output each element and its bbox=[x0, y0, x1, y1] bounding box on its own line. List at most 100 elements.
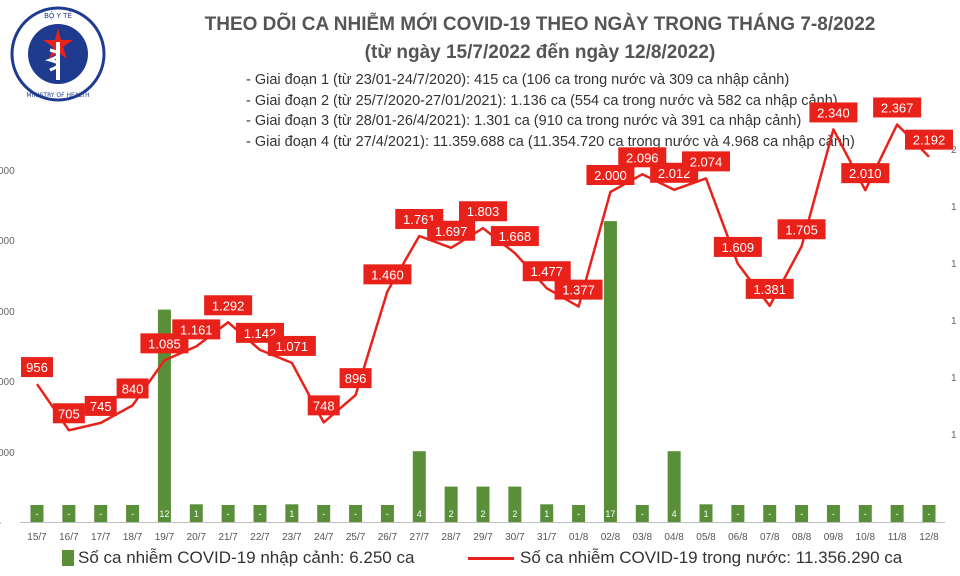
x-tick-label: 03/8 bbox=[633, 532, 653, 543]
import-bar bbox=[157, 309, 171, 522]
import-bar-label: 1 bbox=[544, 509, 549, 519]
domestic-data-label: 1.705 bbox=[785, 222, 818, 237]
import-bar-label: - bbox=[99, 509, 102, 519]
domestic-data-label: 1.668 bbox=[499, 229, 532, 244]
domestic-label-box bbox=[618, 147, 667, 168]
x-tick-label: 15/7 bbox=[27, 532, 47, 543]
domestic-label-box bbox=[116, 378, 149, 399]
x-tick-label: 29/7 bbox=[473, 532, 493, 543]
domestic-label-box bbox=[21, 357, 53, 378]
domestic-label-box bbox=[841, 163, 890, 184]
import-bar bbox=[890, 505, 904, 522]
import-bar-label: - bbox=[864, 509, 867, 519]
import-bar bbox=[30, 505, 44, 522]
x-tick-label: 18/7 bbox=[123, 532, 143, 543]
domestic-data-label: 1.071 bbox=[276, 339, 309, 354]
import-bar-label: 2 bbox=[480, 509, 485, 519]
domestic-data-label: 2.192 bbox=[913, 133, 946, 148]
import-bar bbox=[603, 221, 617, 522]
domestic-label-box bbox=[554, 279, 603, 300]
chart-subtitle: (từ ngày 15/7/2022 đến ngày 12/8/2022) bbox=[364, 42, 716, 63]
x-tick-label: 27/7 bbox=[410, 532, 430, 543]
import-bar bbox=[731, 505, 745, 522]
import-bar-label: 4 bbox=[417, 509, 422, 519]
x-tick-label: 07/8 bbox=[760, 532, 780, 543]
domestic-data-label: 1.609 bbox=[722, 240, 755, 255]
phase-note: - Giai đoạn 4 (từ 27/4/2021): 11.359.688… bbox=[246, 133, 855, 150]
domestic-label-box bbox=[682, 151, 730, 172]
import-bar-label: - bbox=[768, 509, 771, 519]
x-tick-label: 02/8 bbox=[601, 532, 621, 543]
legend-line-swatch bbox=[468, 556, 514, 560]
import-bar bbox=[253, 505, 267, 522]
import-bar bbox=[826, 505, 840, 522]
right-axis-tick-label: 1 bbox=[951, 202, 957, 213]
x-tick-label: 19/7 bbox=[155, 532, 175, 543]
right-axis-tick-label: 1 bbox=[951, 316, 957, 327]
domestic-data-label: 2.096 bbox=[626, 150, 659, 165]
x-tick-label: 06/8 bbox=[728, 532, 748, 543]
right-axis-tick-label: 2 bbox=[951, 145, 957, 156]
domestic-label-box bbox=[522, 261, 571, 282]
x-tick-label: 28/7 bbox=[441, 532, 461, 543]
import-bar-label: 2 bbox=[449, 509, 454, 519]
x-tick-label: 04/8 bbox=[664, 532, 684, 543]
import-bar bbox=[412, 451, 426, 522]
x-tick-label: 09/8 bbox=[824, 532, 844, 543]
domestic-label-box bbox=[339, 368, 372, 389]
domestic-label-box bbox=[204, 295, 253, 316]
x-tick-label: 22/7 bbox=[250, 532, 270, 543]
legend-bar-label: Số ca nhiễm COVID-19 nhập cảnh: 6.250 ca bbox=[78, 548, 415, 567]
domestic-label-box bbox=[777, 219, 826, 240]
left-axis-tick-label: 000 bbox=[0, 166, 15, 177]
left-axis-tick-label: - bbox=[0, 518, 1, 529]
import-bar bbox=[635, 505, 649, 522]
domestic-data-label: 840 bbox=[122, 381, 144, 396]
domestic-data-label: 2.010 bbox=[849, 166, 882, 181]
import-bar-label: - bbox=[259, 509, 262, 519]
import-bar bbox=[572, 505, 586, 522]
import-bar-label: - bbox=[800, 509, 803, 519]
import-bar bbox=[285, 504, 299, 522]
x-tick-label: 08/8 bbox=[792, 532, 812, 543]
import-bar-label: 2 bbox=[512, 509, 517, 519]
left-axis-tick-label: 000 bbox=[0, 307, 15, 318]
domestic-label-box bbox=[172, 319, 221, 340]
import-bar-label: - bbox=[36, 509, 39, 519]
domestic-label-box bbox=[307, 395, 340, 416]
import-bar-label: - bbox=[322, 509, 325, 519]
x-tick-label: 26/7 bbox=[378, 532, 398, 543]
ministry-of-health-logo: BỘ Y TẾ MINISTRY OF HEALTH bbox=[10, 6, 106, 102]
right-axis-tick-label: 1 bbox=[951, 430, 957, 441]
import-bar-label: - bbox=[67, 509, 70, 519]
domestic-label-box bbox=[459, 201, 507, 222]
phase-note: - Giai đoạn 3 (từ 28/01-26/4/2021): 1.30… bbox=[246, 113, 802, 129]
import-bar bbox=[444, 486, 458, 522]
import-bar-label: - bbox=[928, 509, 931, 519]
domestic-label-box bbox=[905, 129, 953, 150]
import-bar-label: - bbox=[227, 509, 230, 519]
import-bar-label: - bbox=[736, 509, 739, 519]
domestic-label-box bbox=[809, 102, 858, 123]
legend-bar-swatch bbox=[62, 550, 74, 566]
import-bar-label: 1 bbox=[703, 509, 708, 519]
domestic-label-box bbox=[84, 395, 117, 416]
import-bar bbox=[508, 486, 522, 522]
domestic-data-label: 956 bbox=[26, 360, 48, 375]
phase-notes: - Giai đoạn 1 (từ 23/01-24/7/2020): 415 … bbox=[246, 70, 855, 152]
legend-line-entry: Số ca nhiễm COVID-19 trong nước: 11.356.… bbox=[468, 548, 902, 568]
import-bar-label: - bbox=[641, 509, 644, 519]
domestic-data-label: 745 bbox=[90, 399, 112, 414]
import-bar bbox=[858, 505, 872, 522]
domestic-data-label: 748 bbox=[313, 398, 335, 413]
import-bar-label: - bbox=[577, 509, 580, 519]
left-axis-tick-label: 000 bbox=[0, 236, 15, 247]
import-bar bbox=[699, 504, 713, 522]
import-bar bbox=[922, 505, 936, 522]
import-bar-label: 4 bbox=[672, 509, 677, 519]
import-bar-label: 1 bbox=[194, 509, 199, 519]
domestic-data-label: 2.367 bbox=[881, 100, 914, 115]
domestic-data-label: 1.292 bbox=[212, 298, 245, 313]
domestic-label-box bbox=[873, 97, 922, 118]
import-bar bbox=[667, 451, 681, 522]
